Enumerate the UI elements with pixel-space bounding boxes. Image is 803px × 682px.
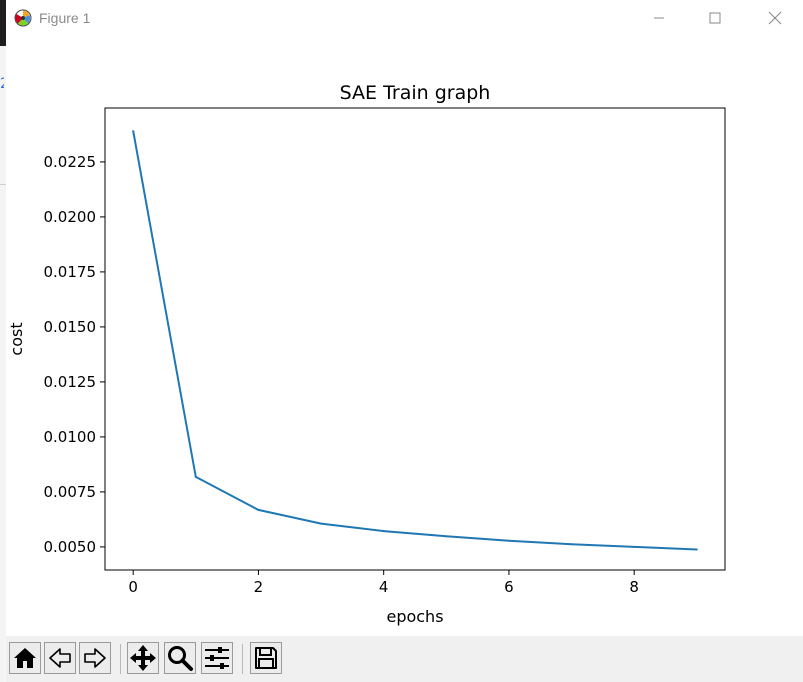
data-point [695,548,698,551]
plot-area [104,107,726,571]
y-tick-label: 0.0050 [44,538,97,556]
close-icon [768,11,782,25]
y-tick-label: 0.0175 [44,263,97,281]
background-window-glyph: 2 [0,76,4,94]
navigation-toolbar [6,636,803,682]
zoom-button[interactable] [164,642,196,674]
x-tick-label: 2 [254,578,264,596]
zoom-icon [168,646,193,671]
x-tick-label: 8 [629,578,639,596]
background-window-separator [0,184,6,185]
x-axis-ticks: 0 2 4 6 8 [128,570,639,596]
data-point [445,535,448,538]
forward-icon [84,648,106,668]
matplotlib-icon [14,9,32,27]
data-point [382,530,385,533]
window-titlebar[interactable]: Figure 1 [6,0,803,36]
y-axis-label: cost [7,322,26,355]
y-tick-label: 0.0225 [44,153,97,171]
save-icon [255,647,277,669]
series-line [132,130,697,551]
chart-title: SAE Train graph [340,82,491,104]
x-tick-label: 4 [379,578,389,596]
toolbar-separator [242,644,243,674]
data-point [132,130,135,133]
home-icon [14,648,36,668]
back-button[interactable] [44,642,76,674]
line-chart: 0 2 4 6 8 0.0050 0.0075 0.0100 0.0125 0.0150 0.01… [7,82,726,626]
close-button[interactable] [747,0,803,36]
data-point [257,508,260,511]
data-point [633,545,636,548]
minimize-icon [654,17,664,19]
x-axis-label: epochs [386,607,443,626]
home-button[interactable] [9,642,41,674]
y-tick-label: 0.0125 [44,373,97,391]
back-icon [49,648,71,668]
data-point [507,539,510,542]
configure-subplots-button[interactable] [201,642,233,674]
background-window-strip: 2 [0,0,6,682]
data-point [570,543,573,546]
save-button[interactable] [250,642,282,674]
x-tick-label: 0 [128,578,138,596]
configure-subplots-icon [205,647,229,669]
data-point [194,475,197,478]
pan-icon [130,645,156,671]
y-tick-label: 0.0100 [44,428,97,446]
x-tick-label: 6 [504,578,514,596]
maximize-icon [709,12,721,24]
background-window-dark-edge [0,0,6,46]
y-tick-label: 0.0200 [44,208,97,226]
figure-canvas[interactable]: 0 2 4 6 8 0.0050 0.0075 0.0100 0.0125 0.0150 0.01… [6,36,803,636]
series-points [132,130,698,551]
minimize-button[interactable] [631,0,687,36]
forward-button[interactable] [79,642,111,674]
toolbar-separator [120,644,121,674]
pan-button[interactable] [127,642,159,674]
y-axis-ticks: 0.0050 0.0075 0.0100 0.0125 0.0150 0.0175 0.02… [44,153,105,556]
maximize-button[interactable] [687,0,743,36]
y-tick-label: 0.0075 [44,483,97,501]
data-point [320,522,323,525]
y-tick-label: 0.0150 [44,318,97,336]
window-title: Figure 1 [39,10,91,26]
